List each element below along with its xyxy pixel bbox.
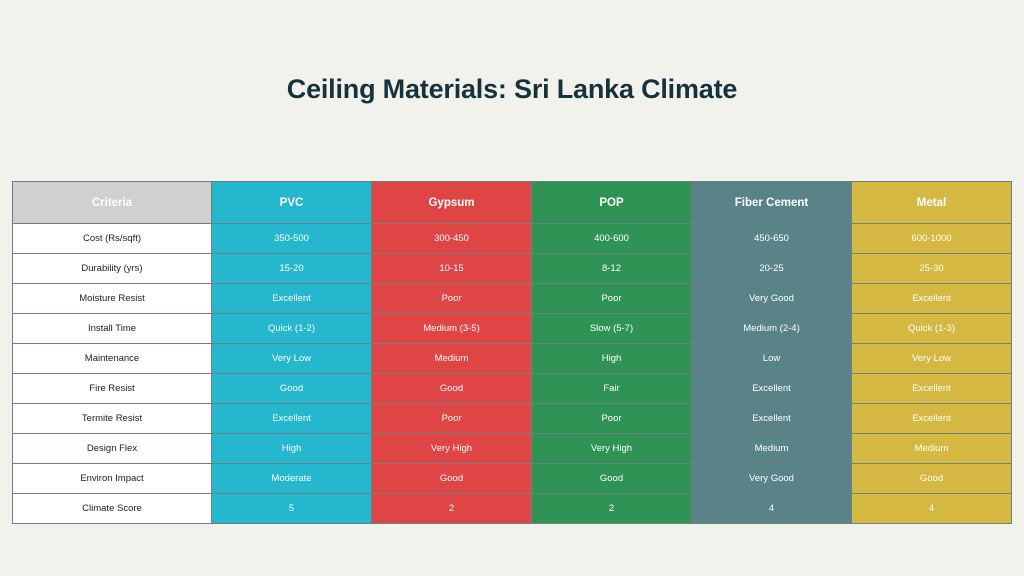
criteria-label: Termite Resist (12, 403, 212, 434)
criteria-label: Climate Score (12, 493, 212, 524)
cell-gypsum: Medium (371, 343, 532, 374)
criteria-label: Install Time (12, 313, 212, 344)
cell-fiber-cement: 20-25 (691, 253, 852, 284)
page-title: Ceiling Materials: Sri Lanka Climate (286, 74, 738, 104)
table-row: Design Flex High Very High Very High Med… (12, 433, 1012, 464)
cell-gypsum: Poor (371, 283, 532, 314)
comparison-table-container: Criteria PVC Gypsum POP Fiber Cement Met… (12, 181, 1012, 524)
cell-pop: High (531, 343, 692, 374)
cell-gypsum: Poor (371, 403, 532, 434)
criteria-label: Cost (Rs/sqft) (12, 223, 212, 254)
cell-fiber-cement: Low (691, 343, 852, 374)
cell-gypsum: Medium (3-5) (371, 313, 532, 344)
cell-gypsum: Good (371, 373, 532, 404)
cell-metal: Excellent (851, 373, 1012, 404)
table-row: Termite Resist Excellent Poor Poor Excel… (12, 403, 1012, 434)
cell-pvc: Very Low (211, 343, 372, 374)
table-header: Criteria PVC Gypsum POP Fiber Cement Met… (12, 181, 1012, 224)
cell-metal: Medium (851, 433, 1012, 464)
cell-pvc: Excellent (211, 283, 372, 314)
criteria-label: Fire Resist (12, 373, 212, 404)
cell-metal: 600-1000 (851, 223, 1012, 254)
ceiling-materials-comparison-table: Criteria PVC Gypsum POP Fiber Cement Met… (12, 181, 1012, 524)
table-row: Fire Resist Good Good Fair Excellent Exc… (12, 373, 1012, 404)
cell-fiber-cement: Medium (2-4) (691, 313, 852, 344)
cell-fiber-cement: Excellent (691, 403, 852, 434)
criteria-label: Moisture Resist (12, 283, 212, 314)
criteria-label: Design Flex (12, 433, 212, 464)
cell-pop: 8-12 (531, 253, 692, 284)
table-row: Durability (yrs) 15-20 10-15 8-12 20-25 … (12, 253, 1012, 284)
table-row: Install Time Quick (1-2) Medium (3-5) Sl… (12, 313, 1012, 344)
cell-pvc: Moderate (211, 463, 372, 494)
column-header-fiber-cement: Fiber Cement (691, 181, 852, 224)
cell-pop: Very High (531, 433, 692, 464)
cell-metal: Good (851, 463, 1012, 494)
table-row: Environ Impact Moderate Good Good Very G… (12, 463, 1012, 494)
cell-pop: Poor (531, 403, 692, 434)
cell-fiber-cement: Excellent (691, 373, 852, 404)
cell-pvc: Good (211, 373, 372, 404)
cell-metal: Very Low (851, 343, 1012, 374)
cell-metal: Quick (1-3) (851, 313, 1012, 344)
column-header-criteria: Criteria (12, 181, 212, 224)
cell-pvc: Excellent (211, 403, 372, 434)
cell-pop: 400-600 (531, 223, 692, 254)
cell-gypsum: 300-450 (371, 223, 532, 254)
table-body: Cost (Rs/sqft) 350-500 300-450 400-600 4… (12, 223, 1012, 524)
cell-metal: 4 (851, 493, 1012, 524)
cell-pop: Good (531, 463, 692, 494)
table-row: Moisture Resist Excellent Poor Poor Very… (12, 283, 1012, 314)
cell-pvc: High (211, 433, 372, 464)
column-header-gypsum: Gypsum (371, 181, 532, 224)
criteria-label: Durability (yrs) (12, 253, 212, 284)
table-row: Cost (Rs/sqft) 350-500 300-450 400-600 4… (12, 223, 1012, 254)
criteria-label: Environ Impact (12, 463, 212, 494)
cell-gypsum: 2 (371, 493, 532, 524)
cell-metal: Excellent (851, 283, 1012, 314)
cell-gypsum: Very High (371, 433, 532, 464)
table-row: Climate Score 5 2 2 4 4 (12, 493, 1012, 524)
cell-metal: 25-30 (851, 253, 1012, 284)
cell-pop: Slow (5-7) (531, 313, 692, 344)
cell-fiber-cement: 450-650 (691, 223, 852, 254)
cell-fiber-cement: 4 (691, 493, 852, 524)
cell-pop: Fair (531, 373, 692, 404)
cell-fiber-cement: Very Good (691, 283, 852, 314)
cell-gypsum: Good (371, 463, 532, 494)
cell-pvc: 5 (211, 493, 372, 524)
table-header-row: Criteria PVC Gypsum POP Fiber Cement Met… (12, 181, 1012, 224)
cell-gypsum: 10-15 (371, 253, 532, 284)
column-header-pop: POP (531, 181, 692, 224)
cell-fiber-cement: Medium (691, 433, 852, 464)
cell-metal: Excellent (851, 403, 1012, 434)
column-header-metal: Metal (851, 181, 1012, 224)
cell-pop: 2 (531, 493, 692, 524)
cell-pvc: Quick (1-2) (211, 313, 372, 344)
cell-fiber-cement: Very Good (691, 463, 852, 494)
table-row: Maintenance Very Low Medium High Low Ver… (12, 343, 1012, 374)
column-header-pvc: PVC (211, 181, 372, 224)
criteria-label: Maintenance (12, 343, 212, 374)
cell-pvc: 15-20 (211, 253, 372, 284)
cell-pop: Poor (531, 283, 692, 314)
cell-pvc: 350-500 (211, 223, 372, 254)
